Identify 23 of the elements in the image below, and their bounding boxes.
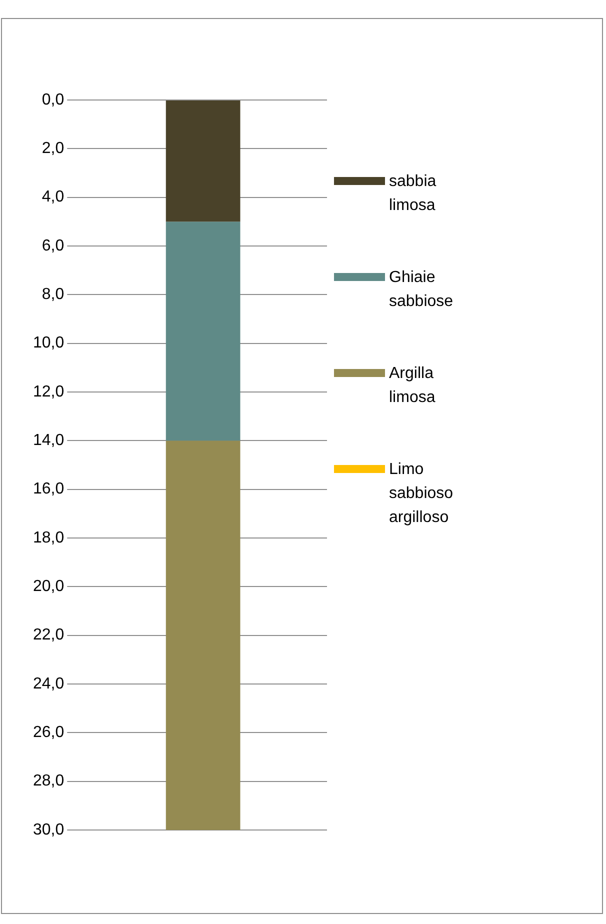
y-tick-label: 12,0 [33,383,64,400]
y-tick-label: 28,0 [33,772,64,790]
y-tick-label: 16,0 [33,480,64,498]
y-tick-label: 0,0 [42,91,64,108]
y-tick-label: 30,0 [33,821,64,838]
y-tick-label: 20,0 [33,578,64,596]
bar [166,440,240,830]
y-tick-label: 26,0 [33,724,64,742]
y-tick-label: 10,0 [33,334,64,352]
legend-label: Ghiaie sabbiose [389,268,454,312]
bar [166,100,240,222]
y-tick-label: 18,0 [33,529,64,546]
bar [166,222,240,441]
y-tick-label: 24,0 [33,675,64,692]
y-tick-label: 6,0 [42,237,64,254]
y-tick-label: 8,0 [42,286,64,304]
y-tick-label: 4,0 [42,188,64,206]
y-tick-label: 22,0 [33,626,64,644]
y-tick-label: 14,0 [33,432,64,450]
y-tick-label: 2,0 [42,140,64,158]
legend-label: sabbia limosa [389,172,438,216]
legend-label: Argilla limosa [389,364,436,408]
legend-label: Limo sabbioso argilloso [389,460,454,528]
